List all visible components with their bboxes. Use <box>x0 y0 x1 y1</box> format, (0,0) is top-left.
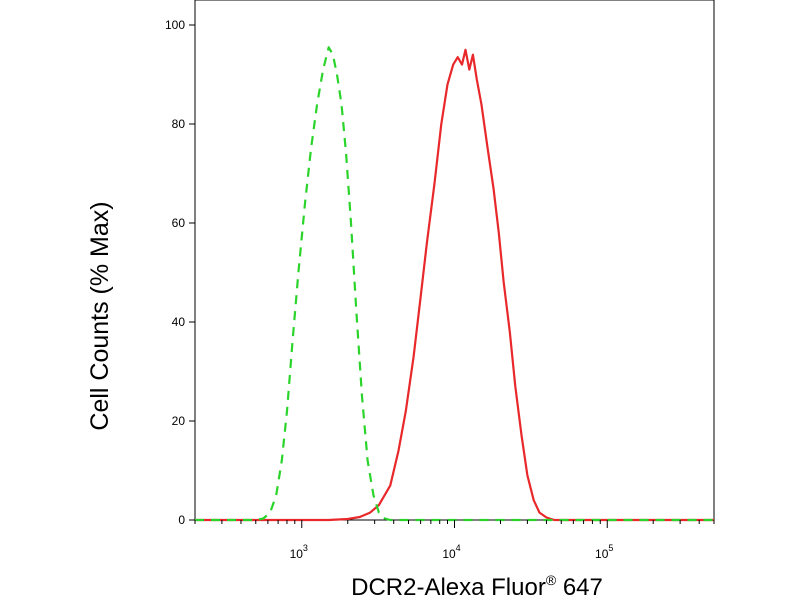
y-tick-label: 100 <box>165 18 185 32</box>
y-tick-label: 60 <box>172 216 186 230</box>
control-histogram-line <box>195 46 714 522</box>
x-tick-label: 104 <box>442 543 460 561</box>
y-tick-label: 40 <box>172 315 186 329</box>
y-tick-label: 80 <box>172 117 186 131</box>
plot-frame <box>194 0 715 521</box>
x-tick-label: 105 <box>595 543 613 561</box>
x-axis-label: DCR2-Alexa Fluor® 647 <box>351 572 603 600</box>
x-axis-ticks: 103 104 105 <box>194 520 715 561</box>
y-tick-label: 20 <box>172 414 186 428</box>
x-tick-label: 103 <box>290 543 308 561</box>
series-layer <box>195 46 714 522</box>
plot-area <box>194 0 715 521</box>
x-axis-label-suffix: 647 <box>556 574 603 600</box>
x-axis-label-text: DCR2-Alexa Fluor <box>351 574 546 600</box>
x-axis-label-registered: ® <box>546 572 557 588</box>
y-axis-label: Cell Counts (% Max) <box>86 201 114 430</box>
y-axis-ticks: 0 20 40 60 80 100 <box>165 18 195 527</box>
sample-histogram-line <box>195 48 714 522</box>
y-tick-label: 0 <box>178 513 185 527</box>
